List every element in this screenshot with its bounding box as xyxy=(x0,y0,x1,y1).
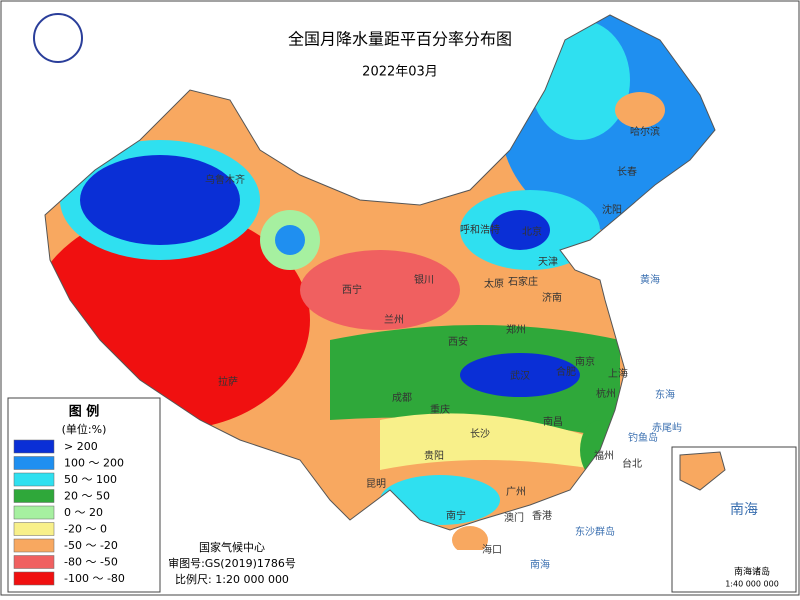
legend-label: -50 ～ -20 xyxy=(64,539,118,552)
sea-label: 赤尾屿 xyxy=(652,422,682,434)
city: 武汉 xyxy=(510,369,530,382)
sea-label: 东海 xyxy=(655,388,675,401)
city: 澳门 xyxy=(504,511,524,524)
sea-label: 钓鱼岛 xyxy=(628,431,658,444)
legend-unit: (单位:%) xyxy=(62,422,107,436)
legend-swatch xyxy=(13,522,55,536)
title: 全国月降水量距平百分率分布图 xyxy=(288,30,512,49)
legend-swatch xyxy=(13,456,55,470)
city: 贵阳 xyxy=(424,449,444,462)
city: 乌鲁木齐 xyxy=(205,173,245,186)
legend-label: -100 ～ -80 xyxy=(64,572,125,585)
credit-org: 国家气候中心 xyxy=(199,540,265,554)
legend-label: 100 ～ 200 xyxy=(64,457,124,470)
legend-label: -20 ～ 0 xyxy=(64,523,107,536)
city: 香港 xyxy=(532,510,552,522)
city-labels: 乌鲁木齐 哈尔滨 长春 沈阳 呼和浩特 北京 天津 石家庄 太原 济南 银川 西… xyxy=(205,125,660,556)
city: 成都 xyxy=(392,392,412,404)
city: 广州 xyxy=(506,486,526,498)
city: 南昌 xyxy=(543,415,563,428)
city: 太原 xyxy=(484,277,504,290)
inset: 南海 南海诸岛 1:40 000 000 xyxy=(671,446,797,593)
legend-label: 0 ～ 20 xyxy=(64,506,103,519)
city: 银川 xyxy=(414,273,434,286)
legend-label: > 200 xyxy=(64,440,98,453)
legend-label: 50 ～ 100 xyxy=(64,473,117,486)
legend-title: 图 例 xyxy=(69,404,100,420)
date: 2022年03月 xyxy=(362,65,438,80)
legend-swatch xyxy=(13,571,55,586)
legend-swatch xyxy=(13,555,55,569)
credit-approval: 审图号:GS(2019)1786号 xyxy=(168,556,296,570)
city: 兰州 xyxy=(384,313,404,326)
city: 石家庄 xyxy=(508,275,538,288)
inset-label: 南海诸岛 xyxy=(734,566,770,578)
legend-label: -80 ～ -50 xyxy=(64,556,118,569)
city: 哈尔滨 xyxy=(630,125,660,138)
inset-land xyxy=(679,451,726,491)
city: 天津 xyxy=(538,256,558,268)
city: 南京 xyxy=(575,355,595,368)
city: 北京 xyxy=(522,225,542,238)
sea-label: 南海 xyxy=(530,558,550,571)
inset-title: 南海 xyxy=(730,502,758,518)
city: 长沙 xyxy=(470,428,490,440)
legend-swatch xyxy=(13,439,55,454)
city: 重庆 xyxy=(430,403,450,416)
credit-scale: 比例尺: 1:20 000 000 xyxy=(175,572,289,586)
city: 长春 xyxy=(617,166,637,178)
city: 上海 xyxy=(608,367,628,380)
legend: 图 例 (单位:%) > 200 100 ～ 200 50 ～ 100 20 ～ 50… xyxy=(7,397,161,593)
city: 西宁 xyxy=(342,283,362,296)
city: 郑州 xyxy=(506,323,526,336)
city: 拉萨 xyxy=(218,375,238,388)
city: 台北 xyxy=(622,457,642,470)
city: 西安 xyxy=(448,335,468,348)
city: 海口 xyxy=(482,543,502,556)
city: 呼和浩特 xyxy=(460,224,500,236)
city: 沈阳 xyxy=(602,203,622,216)
ncc-logo xyxy=(33,13,83,63)
legend-swatch xyxy=(13,472,55,487)
legend-swatch xyxy=(13,489,55,503)
legend-label: 20 ～ 50 xyxy=(64,490,110,503)
city: 南宁 xyxy=(446,509,466,522)
city: 合肥 xyxy=(556,365,576,378)
sea-label: 东沙群岛 xyxy=(575,525,615,538)
border xyxy=(44,14,716,531)
city: 济南 xyxy=(542,291,562,304)
sea-label: 黄海 xyxy=(640,273,660,286)
city: 杭州 xyxy=(596,387,616,400)
city: 福州 xyxy=(594,449,614,462)
inset-scale: 1:40 000 000 xyxy=(725,580,779,589)
city: 昆明 xyxy=(366,478,386,490)
legend-swatch xyxy=(13,505,55,520)
legend-swatch xyxy=(13,538,55,553)
